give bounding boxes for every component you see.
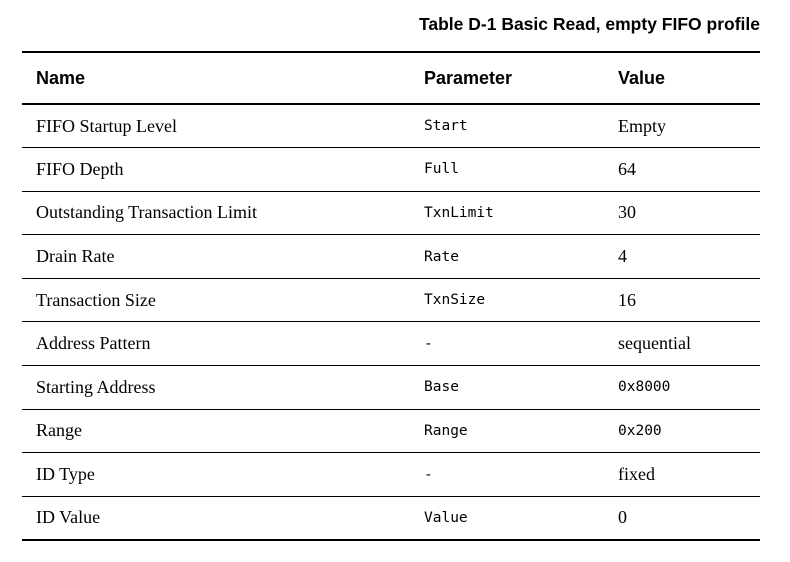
cell-parameter: -: [424, 335, 433, 352]
table-row: FIFO Depth Full 64: [22, 148, 760, 192]
table-row: FIFO Startup Level Start Empty: [22, 104, 760, 148]
cell-value: 16: [618, 289, 636, 310]
cell-parameter: Value: [424, 509, 468, 526]
table-caption: Table D-1 Basic Read, empty FIFO profile: [418, 14, 760, 34]
cell-value: 4: [618, 246, 627, 267]
cell-parameter: Start: [424, 118, 468, 135]
cell-name: Outstanding Transaction Limit: [36, 202, 258, 223]
header-value: Value: [618, 67, 666, 88]
header-parameter: Parameter: [424, 67, 513, 88]
cell-value: 30: [618, 202, 636, 223]
cell-name: Address Pattern: [36, 333, 151, 354]
header-name: Name: [36, 67, 86, 88]
cell-value: 64: [618, 158, 636, 179]
cell-name: FIFO Startup Level: [36, 115, 177, 136]
table-row: Range Range 0x200: [22, 409, 760, 453]
cell-name: ID Type: [36, 464, 95, 485]
table-row: ID Type - fixed: [22, 453, 760, 497]
cell-value: sequential: [618, 333, 691, 354]
cell-parameter: Rate: [424, 248, 459, 265]
table-row: ID Value Value 0: [22, 496, 760, 540]
table-row: Starting Address Base 0x8000: [22, 366, 760, 410]
cell-name: ID Value: [36, 507, 101, 528]
table-header-row: Name Parameter Value: [22, 52, 760, 104]
cell-value: 0x8000: [618, 379, 671, 396]
cell-parameter: Full: [424, 161, 459, 178]
table-row: Drain Rate Rate 4: [22, 235, 760, 279]
cell-value: 0: [618, 507, 627, 528]
parameters-table: Name Parameter Value FIFO Startup Level S…: [22, 51, 760, 541]
cell-name: Drain Rate: [36, 246, 115, 267]
cell-name: Transaction Size: [36, 289, 156, 310]
cell-parameter: Range: [424, 422, 468, 439]
cell-parameter: TxnSize: [424, 292, 486, 309]
cell-name: Starting Address: [36, 376, 156, 397]
cell-parameter: -: [424, 466, 433, 483]
cell-value: Empty: [618, 115, 666, 136]
cell-name: FIFO Depth: [36, 158, 124, 179]
cell-parameter: TxnLimit: [424, 204, 494, 221]
table-row: Address Pattern - sequential: [22, 322, 760, 366]
cell-name: Range: [36, 420, 82, 441]
cell-value: fixed: [618, 464, 655, 485]
cell-value: 0x200: [618, 422, 662, 439]
table-row: Transaction Size TxnSize 16: [22, 278, 760, 322]
cell-parameter: Base: [424, 379, 459, 396]
table-row: Outstanding Transaction Limit TxnLimit 30: [22, 191, 760, 235]
